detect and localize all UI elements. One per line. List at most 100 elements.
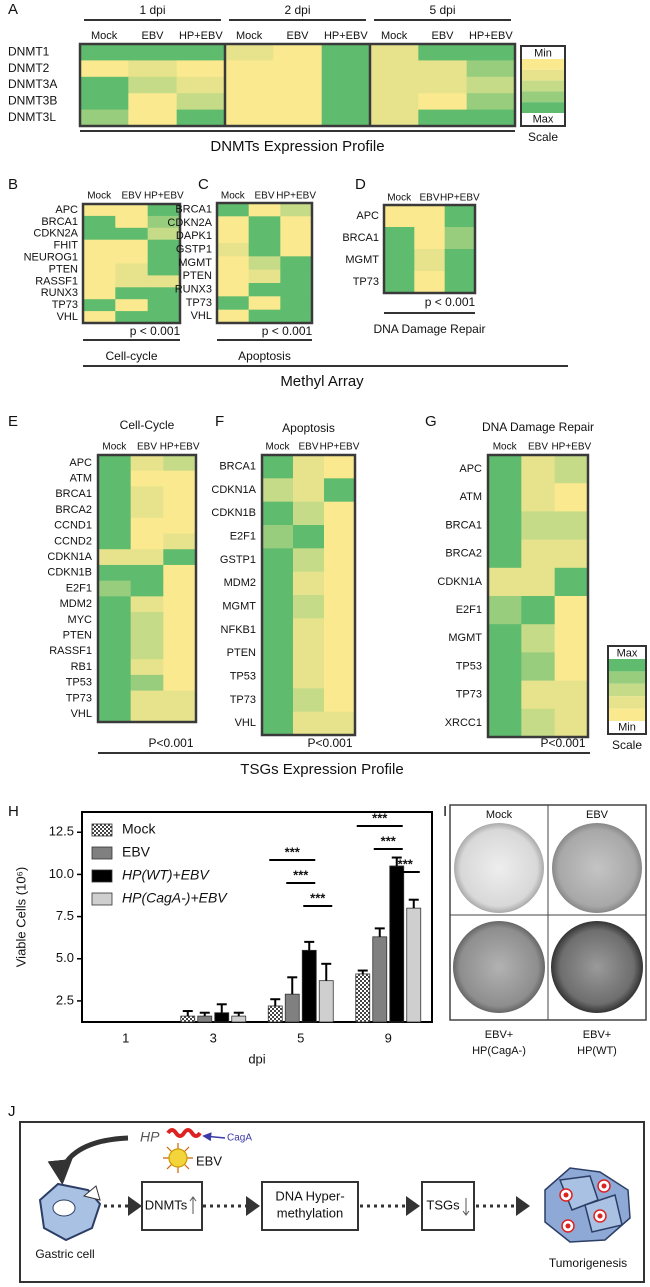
heatmap-cell — [488, 455, 522, 484]
down-arrow — [462, 1198, 470, 1216]
heatmap-cell — [466, 109, 516, 127]
row-label: BRCA2 — [445, 548, 482, 560]
scale-swatch — [609, 696, 645, 709]
heatmap-cell — [444, 271, 476, 294]
bar — [355, 973, 371, 1023]
heatmap: A DNMT1 DNMT2 DNMT3A DNMT3B DNMT3L Mock EBV HP+E… — [8, 1, 517, 155]
heatmap-cell — [217, 309, 250, 324]
row-label: RASSF1 — [49, 645, 92, 657]
bar — [180, 1015, 196, 1023]
heatmap-cell — [554, 680, 589, 710]
heatmap-cell — [163, 549, 197, 566]
row-label: PTEN — [49, 263, 78, 275]
row-label: VHL — [57, 311, 78, 323]
column-label: HP+EBV — [320, 442, 360, 453]
heatmap-cell — [521, 624, 556, 653]
heatmap-cell — [414, 249, 446, 272]
row-label: NEUROG1 — [24, 251, 78, 263]
heatmap-cell — [444, 249, 476, 272]
row-label: TP53 — [230, 671, 256, 683]
heatmap-cell — [147, 311, 181, 324]
heatmap-cell — [444, 205, 476, 228]
row-label: E2F1 — [230, 531, 256, 543]
scale-end: Min — [534, 47, 552, 59]
heatmap-cell — [163, 674, 197, 691]
heatmap-cell — [321, 93, 371, 110]
legend-swatch — [91, 892, 113, 906]
error-bar — [233, 1011, 244, 1017]
column-label: Mock — [221, 191, 246, 202]
heatmap-cell — [225, 109, 274, 127]
column-label: EBV — [137, 442, 157, 453]
row-label: CDKN1A — [47, 551, 92, 563]
scale-swatch — [609, 683, 645, 697]
heatmap-border — [382, 203, 477, 295]
column-label: EBV — [528, 442, 548, 453]
heatmap-cell — [324, 665, 356, 689]
heatmap-cell — [321, 60, 371, 78]
heatmap-cell — [414, 271, 446, 294]
row-label: DNMT3L — [8, 110, 56, 124]
heatmap-cell — [163, 659, 197, 676]
x-axis-label: dpi — [248, 1051, 265, 1066]
row-label: CDKN1B — [211, 507, 256, 519]
step-box — [141, 1181, 203, 1231]
diagram: J HP CagA EBV Gastric cell DNMTs DNA Hyp… — [8, 1103, 645, 1283]
row-label: TP73 — [186, 297, 212, 309]
heatmap-cell — [176, 109, 226, 127]
heatmap-cell — [130, 470, 164, 487]
row-label: APC — [69, 457, 92, 469]
heatmap-cell — [83, 251, 116, 264]
row-label: CCND1 — [54, 520, 92, 532]
heatmap-cell — [262, 525, 294, 549]
caga-label: CagA — [227, 1133, 252, 1144]
row-label: BRCA1 — [342, 232, 379, 244]
heatmap-cell — [293, 688, 325, 713]
ebv-virion — [163, 1143, 193, 1173]
heatmap-cell — [176, 76, 226, 94]
heatmap-cell — [83, 239, 116, 252]
heatmap-cell — [83, 311, 116, 324]
row-label: TP53 — [456, 660, 482, 672]
heatmap-cell — [324, 641, 356, 666]
heatmap: D APC BRCA1 MGMT TP73 Mock EBV HP+EBV DNA Damage… — [342, 176, 485, 336]
column-label: HP+EBV — [469, 30, 513, 42]
panel-title: Cell-Cycle — [120, 418, 175, 432]
heatmap-cell — [370, 109, 419, 127]
cell-label: Gastric cell — [35, 1247, 94, 1261]
heatmap-cell — [128, 93, 178, 110]
heatmap-cell — [217, 216, 250, 231]
error-bar — [374, 927, 385, 937]
row-label: FHIT — [54, 240, 79, 252]
row-label: RUNX3 — [41, 287, 78, 299]
heatmap-cell — [262, 478, 294, 503]
heatmap-cell — [98, 470, 132, 487]
heatmap-cell — [262, 595, 294, 619]
section-title: Methyl Array — [280, 373, 364, 390]
heatmap-cell — [98, 596, 132, 613]
heatmap-cell — [98, 549, 132, 566]
heatmap-cell — [324, 525, 356, 549]
step-label: DNA Hyper- — [275, 1188, 344, 1203]
heatmap-cell — [466, 93, 516, 110]
row-label: RB1 — [71, 661, 92, 673]
heatmap-cell — [248, 243, 281, 257]
heatmap-cell — [293, 711, 325, 736]
heatmap-cell — [115, 287, 149, 300]
caga-arrow — [202, 1132, 226, 1142]
column-label: EBV — [298, 442, 318, 453]
heatmap-cell — [248, 216, 281, 231]
legend-label: EBV — [122, 844, 151, 860]
photo-label: HP(WT) — [577, 1045, 617, 1057]
bar — [372, 936, 388, 1023]
heatmap-cell — [293, 478, 325, 503]
panel-label: I — [443, 803, 447, 820]
heatmap-cell — [115, 311, 149, 324]
heatmap-cell — [163, 596, 197, 613]
heatmap-cell — [554, 455, 589, 484]
y-tick-label: 7.5 — [56, 908, 74, 923]
heatmap-cell — [488, 624, 522, 653]
x-tick-label: 9 — [385, 1030, 392, 1045]
heatmap-cell — [176, 93, 226, 110]
heatmap-cell — [262, 548, 294, 573]
